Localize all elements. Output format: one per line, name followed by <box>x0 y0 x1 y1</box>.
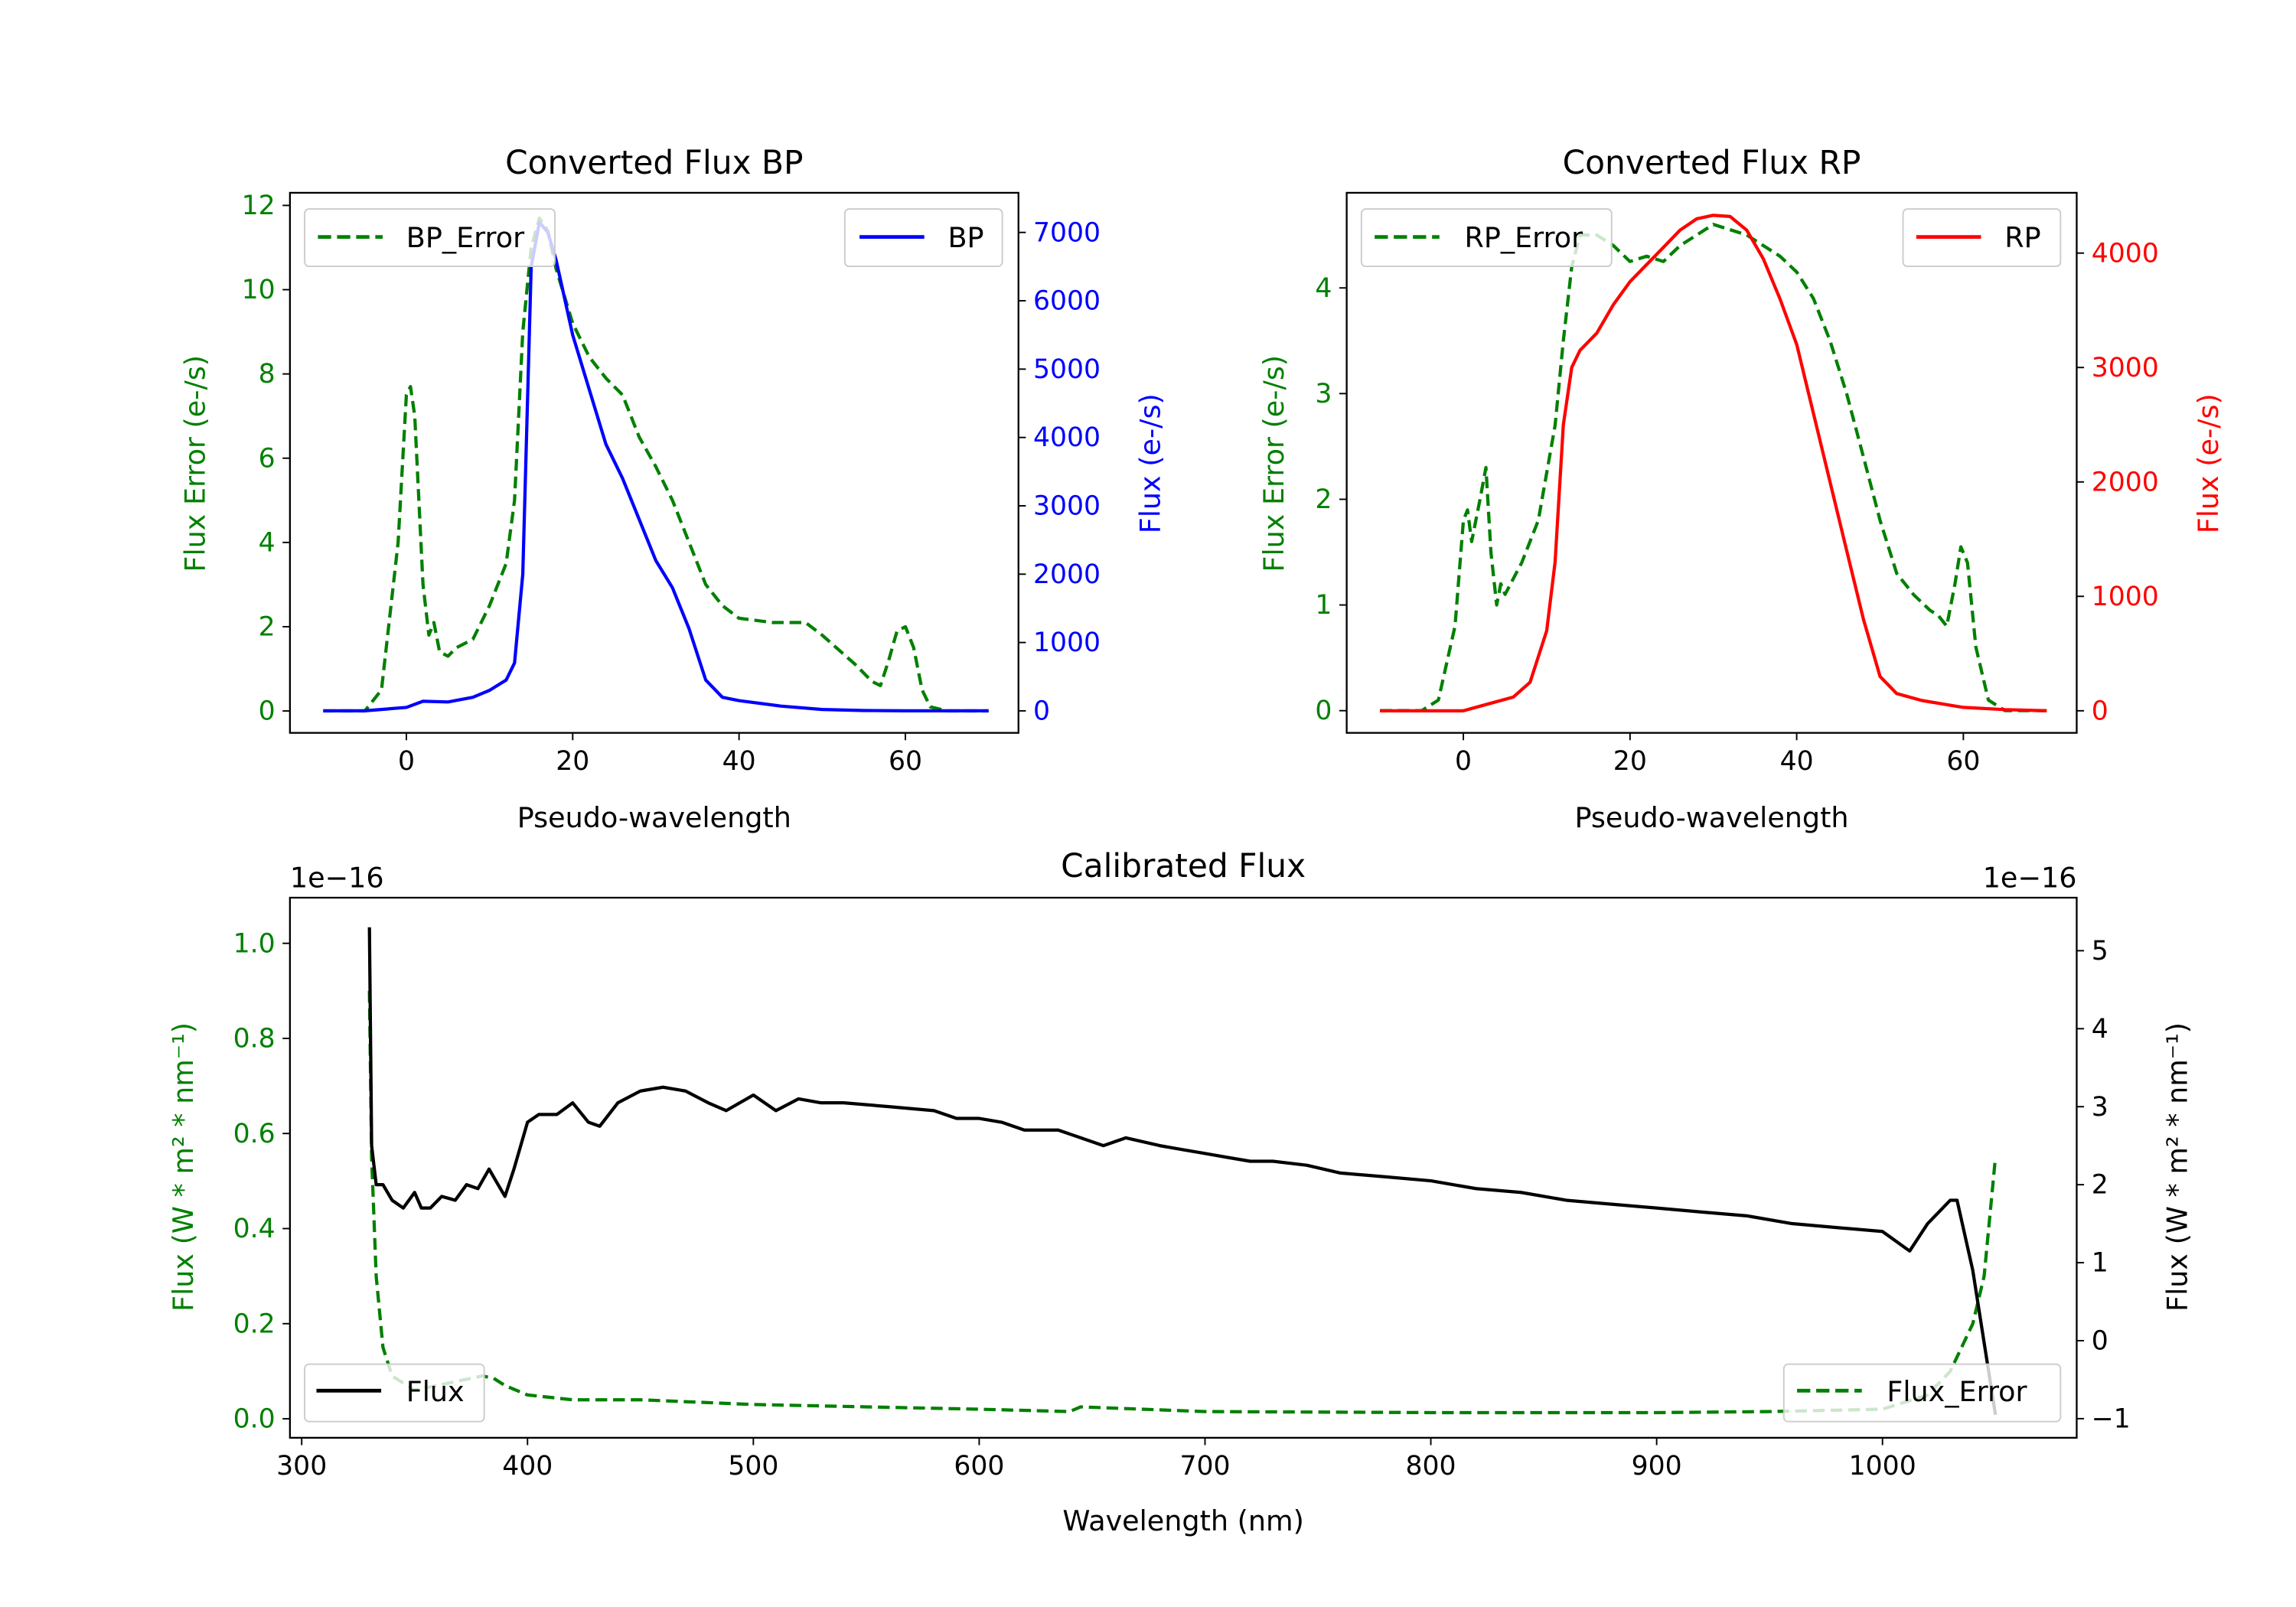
calibrated-xtick-label: 1000 <box>1849 1451 1916 1482</box>
calibrated-ytick-right-label: 3 <box>2092 1092 2108 1123</box>
calibrated-ytick-label: 0.4 <box>233 1214 276 1244</box>
calibrated-xtick-label: 700 <box>1179 1451 1230 1482</box>
bp-ylabel: Flux Error (e-/s) <box>178 355 211 572</box>
bp-ytick-right-label: 6000 <box>1033 286 1101 317</box>
flux-error-legend-label: Flux_Error <box>1887 1375 2027 1408</box>
bp-ytick-label: 8 <box>259 359 276 390</box>
bp-xlabel: Pseudo-wavelength <box>517 801 791 834</box>
bp-legend-label: BP <box>947 221 983 254</box>
bp-ytick-right-label: 7000 <box>1033 217 1101 248</box>
rp-ytick-label: 2 <box>1315 484 1332 515</box>
rp-error-line <box>1380 223 2047 712</box>
calibrated-ytick-label: 0.6 <box>233 1119 276 1149</box>
rp-ytick-right-label: 1000 <box>2092 582 2159 612</box>
rp-ylabel-right: Flux (e-/s) <box>2192 393 2225 533</box>
rp-ytick-right-label: 3000 <box>2092 353 2159 383</box>
rp-error-legend-label: RP_Error <box>1464 221 1583 254</box>
calibrated-xlabel: Wavelength (nm) <box>1062 1504 1303 1537</box>
rp-error-legend: RP_Error <box>1360 208 1613 268</box>
calibrated-offset-right: 1e−16 <box>1983 862 2077 895</box>
calibrated-title: Calibrated Flux <box>1061 847 1306 885</box>
calibrated-offset-left: 1e−16 <box>290 862 384 895</box>
rp-ylabel: Flux Error (e-/s) <box>1257 355 1290 572</box>
bp-ytick-label: 10 <box>242 275 276 305</box>
rp-ytick-label: 3 <box>1315 379 1332 409</box>
calibrated-ytick-label: 0.2 <box>233 1309 276 1339</box>
bp-ytick-right-label: 4000 <box>1033 422 1101 453</box>
calibrated-ylabel-right: Flux (W * m² * nm⁻¹) <box>2161 1022 2194 1312</box>
bp-error-line <box>323 216 989 713</box>
calibrated-xtick-label: 900 <box>1632 1451 1682 1482</box>
calibrated-xtick-label: 500 <box>728 1451 778 1482</box>
flux-legend: Flux <box>304 1363 485 1423</box>
calibrated-xtick-label: 800 <box>1406 1451 1456 1482</box>
rp-title: Converted Flux RP <box>1563 144 1861 181</box>
rp-ytick-right-label: 2000 <box>2092 467 2159 497</box>
flux-line <box>367 927 1998 1416</box>
bp-ytick-right-label: 1000 <box>1033 627 1101 658</box>
bp-ytick-label: 4 <box>259 527 276 558</box>
calibrated-ytick-right-label: 0 <box>2092 1325 2108 1356</box>
rp-xtick-label: 0 <box>1455 746 1472 777</box>
bp-ytick-right-label: 2000 <box>1033 559 1101 590</box>
calibrated-ytick-label: 0.0 <box>233 1404 276 1435</box>
rp-ytick-label: 4 <box>1315 273 1332 304</box>
bp-xtick-label: 40 <box>722 746 756 777</box>
calibrated-ytick-right-label: 1 <box>2092 1248 2108 1279</box>
rp-xtick-label: 40 <box>1780 746 1814 777</box>
bp-error-legend-label: BP_Error <box>406 221 525 254</box>
bp-ytick-label: 6 <box>259 443 276 474</box>
bp-error-legend: BP_Error <box>304 208 556 268</box>
bp-ytick-label: 2 <box>259 611 276 642</box>
rp-legend-label: RP <box>2004 221 2040 254</box>
calibrated-panel: 300 400 500 600 700 800 900 1000 0.0 0.2 0.4 0.6 0.8… <box>167 847 2194 1537</box>
bp-ytick-label: 0 <box>259 696 276 727</box>
calibrated-legends: Flux Flux_Error <box>304 1363 2062 1423</box>
calibrated-ytick-label: 0.8 <box>233 1024 276 1054</box>
bp-title: Converted Flux BP <box>505 144 803 181</box>
bp-xtick-label: 60 <box>889 746 922 777</box>
rp-xtick-label: 20 <box>1613 746 1647 777</box>
calibrated-xtick-label: 600 <box>954 1451 1004 1482</box>
rp-legend: RP <box>1902 208 2062 268</box>
bp-plot: 0 20 40 60 0 2 4 6 8 10 12 0 1000 2000 3000 4000 5000 600… <box>242 191 1101 777</box>
calibrated-ytick-right-label: 4 <box>2092 1014 2108 1045</box>
calibrated-xtick-label: 300 <box>276 1451 327 1482</box>
rp-ytick-label: 1 <box>1315 590 1332 621</box>
bp-ylabel-right: Flux (e-/s) <box>1133 393 1166 533</box>
rp-ytick-right-label: 4000 <box>2092 238 2159 269</box>
calibrated-ytick-label: 1.0 <box>233 928 276 959</box>
bp-ytick-right-label: 3000 <box>1033 491 1101 522</box>
calibrated-plot: 300 400 500 600 700 800 900 1000 0.0 0.2 0.4 0.6 0.8… <box>233 896 2131 1482</box>
calibrated-ytick-right-label: 5 <box>2092 936 2108 966</box>
calibrated-ylabel: Flux (W * m² * nm⁻¹) <box>167 1022 200 1312</box>
calibrated-ytick-right-label: 2 <box>2092 1170 2108 1201</box>
bp-ytick-right-label: 0 <box>1033 696 1050 726</box>
rp-axes-frame <box>1345 191 2078 734</box>
bp-ytick-right-label: 5000 <box>1033 354 1101 385</box>
rp-ytick-right-label: 0 <box>2092 696 2108 726</box>
rp-ytick-label: 0 <box>1315 696 1332 726</box>
bp-axes-frame <box>289 191 1019 734</box>
bp-legend: BP <box>843 208 1003 268</box>
rp-xtick-label: 60 <box>1946 746 1980 777</box>
calibrated-axes-frame <box>289 896 2078 1439</box>
flux-error-legend: Flux_Error <box>1782 1363 2062 1423</box>
rp-xlabel: Pseudo-wavelength <box>1574 801 1848 834</box>
bp-xtick-label: 20 <box>556 746 589 777</box>
calibrated-xtick-label: 400 <box>502 1451 553 1482</box>
bp-xtick-label: 0 <box>398 746 415 777</box>
rp-line <box>1380 214 2047 712</box>
flux-legend-label: Flux <box>406 1375 465 1408</box>
calibrated-ytick-right-label: −1 <box>2092 1403 2131 1434</box>
bp-line <box>323 220 989 712</box>
bp-panel: 0 20 40 60 0 2 4 6 8 10 12 0 1000 2000 3000 4000 5000 600… <box>178 144 1166 834</box>
bp-ytick-label: 12 <box>242 191 276 221</box>
